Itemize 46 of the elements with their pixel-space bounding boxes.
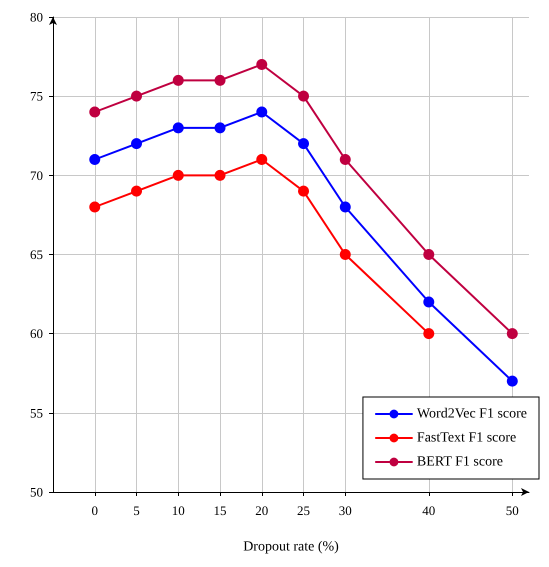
point bbox=[340, 202, 351, 212]
point bbox=[172, 170, 184, 181]
point bbox=[298, 90, 310, 102]
legend-label: Word2Vec F1 score bbox=[416, 406, 528, 422]
point bbox=[89, 154, 100, 165]
y-tick-label: 75 bbox=[30, 88, 43, 104]
point bbox=[298, 138, 310, 150]
point bbox=[298, 186, 310, 197]
point bbox=[131, 186, 142, 197]
point bbox=[89, 106, 100, 118]
legend-label: BERT F1 score bbox=[416, 454, 503, 470]
x-tick-label: 5 bbox=[133, 503, 140, 518]
point bbox=[256, 154, 268, 165]
point bbox=[89, 202, 100, 212]
x-tick-label: 0 bbox=[92, 503, 98, 518]
point bbox=[172, 74, 184, 86]
point bbox=[256, 59, 268, 70]
point bbox=[131, 90, 142, 102]
point bbox=[214, 74, 226, 86]
x-tick-label: 30 bbox=[338, 503, 352, 518]
point bbox=[256, 106, 268, 118]
y-tick-label: 50 bbox=[30, 484, 43, 500]
point bbox=[340, 154, 351, 165]
x-tick-label: 50 bbox=[506, 503, 519, 518]
point bbox=[340, 249, 351, 260]
x-tick-label: 15 bbox=[214, 503, 227, 518]
x-tick-label: 25 bbox=[297, 503, 310, 518]
point bbox=[506, 376, 518, 387]
point bbox=[506, 328, 518, 340]
legend-label: FastText F1 score bbox=[416, 430, 516, 446]
point bbox=[172, 122, 184, 134]
y-tick-label: 55 bbox=[30, 405, 43, 420]
point bbox=[131, 138, 142, 150]
x-tick-label: 10 bbox=[172, 503, 185, 518]
point bbox=[423, 249, 434, 260]
y-tick-label: 60 bbox=[30, 326, 43, 342]
point bbox=[214, 170, 226, 181]
point bbox=[423, 328, 434, 340]
point bbox=[423, 296, 434, 308]
y-tick-label: 80 bbox=[30, 10, 43, 24]
x-tick-label: 20 bbox=[255, 503, 268, 518]
x-axis-title: Dropout rate (%) bbox=[243, 540, 340, 554]
y-tick-label: 65 bbox=[30, 247, 43, 262]
point bbox=[214, 122, 226, 134]
x-tick-label: 40 bbox=[422, 503, 436, 518]
y-tick-label: 70 bbox=[30, 168, 43, 183]
